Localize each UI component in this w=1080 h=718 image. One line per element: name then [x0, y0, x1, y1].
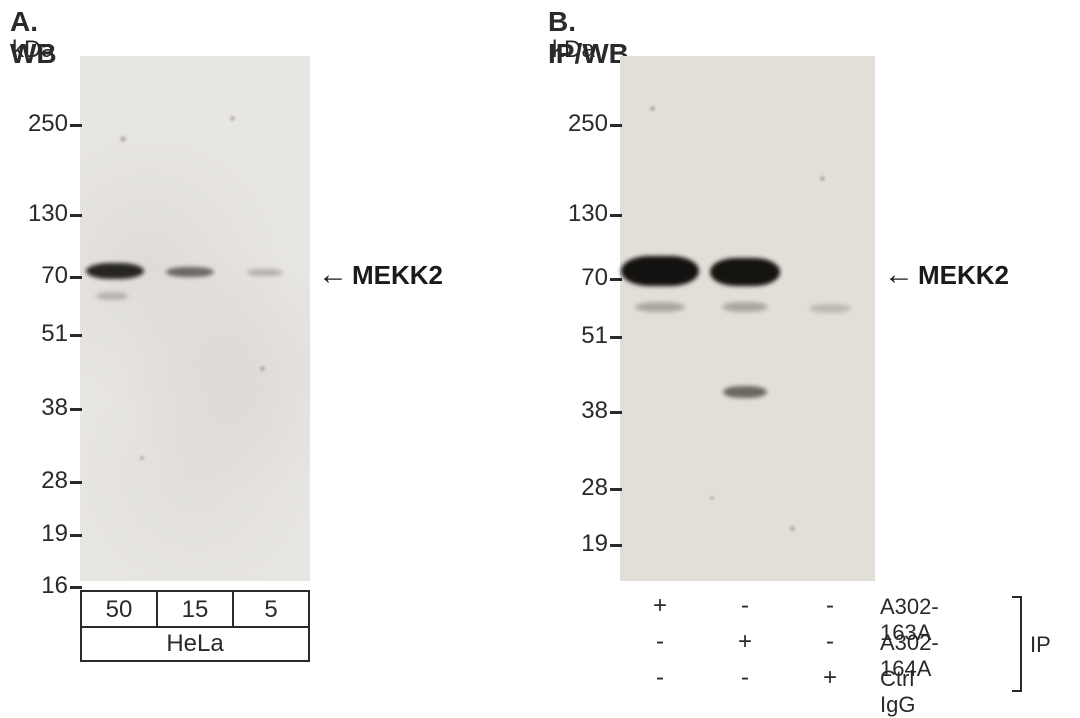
mw-label: 38 [558, 397, 608, 425]
mw-label: 19 [18, 520, 68, 548]
panel-a-kda: kDa [12, 36, 55, 64]
band-faint [96, 292, 128, 300]
mw-tick [610, 278, 622, 281]
ip-cell: - [645, 628, 675, 656]
mw-tick [70, 534, 82, 537]
mw-label: 130 [558, 200, 608, 228]
mw-label: 19 [558, 530, 608, 558]
target-text: MEKK2 [918, 260, 1009, 291]
band-mekk2-ip1 [621, 256, 699, 286]
ip-cell: + [730, 628, 760, 656]
mw-tick [610, 411, 622, 414]
panel-a-blot [80, 56, 310, 581]
ip-bracket [1012, 596, 1020, 598]
ip-bracket [1012, 690, 1020, 692]
mw-tick [70, 408, 82, 411]
target-text: MEKK2 [352, 260, 443, 291]
band-faint [722, 302, 768, 312]
lane-label: 50 [82, 596, 156, 624]
mw-label: 51 [18, 320, 68, 348]
mw-label: 130 [18, 200, 68, 228]
sample-label: HeLa [82, 630, 308, 658]
ip-cell: + [815, 664, 845, 692]
mw-tick [610, 336, 622, 339]
panel-a-target-label: ← MEKK2 [318, 258, 443, 292]
band-mekk2-lane2 [166, 267, 214, 277]
mw-label: 70 [18, 262, 68, 290]
mw-tick [70, 586, 82, 589]
mw-label: 16 [18, 572, 68, 600]
ip-bracket [1020, 596, 1022, 692]
ip-row-label: Ctrl IgG [880, 666, 915, 718]
lane-label: 15 [158, 596, 232, 624]
arrow-icon: ← [884, 258, 914, 292]
ip-cell: - [730, 664, 760, 692]
mw-label: 250 [18, 110, 68, 138]
mw-tick [70, 334, 82, 337]
band-lower [723, 386, 767, 398]
ip-cell: - [815, 628, 845, 656]
mw-tick [610, 124, 622, 127]
mw-tick [70, 481, 82, 484]
mw-label: 51 [558, 322, 608, 350]
mw-label: 28 [558, 474, 608, 502]
panel-b-blot [620, 56, 875, 581]
band-faint [809, 304, 851, 313]
band-mekk2-lane3 [247, 269, 283, 276]
lane-box-bot [80, 660, 310, 662]
mw-label: 70 [558, 264, 608, 292]
ip-label: IP [1030, 632, 1051, 658]
mw-tick [610, 544, 622, 547]
mw-tick [70, 276, 82, 279]
band-mekk2-ip2 [710, 258, 780, 286]
ip-cell: - [815, 592, 845, 620]
ip-cell: - [645, 664, 675, 692]
lane-divider [308, 590, 310, 660]
mw-label: 38 [18, 394, 68, 422]
mw-tick [610, 214, 622, 217]
mw-tick [610, 488, 622, 491]
mw-label: 28 [18, 467, 68, 495]
mw-tick [70, 214, 82, 217]
band-mekk2-lane1 [86, 263, 144, 279]
panel-b-kda: kDa [552, 36, 595, 64]
band-faint [635, 302, 685, 312]
mw-label: 250 [558, 110, 608, 138]
lane-box-mid [80, 626, 310, 628]
ip-cell: + [645, 592, 675, 620]
arrow-icon: ← [318, 258, 348, 292]
lane-label: 5 [234, 596, 308, 624]
lane-box-top [80, 590, 310, 592]
ip-cell: - [730, 592, 760, 620]
panel-b-target-label: ← MEKK2 [884, 258, 1009, 292]
mw-tick [70, 124, 82, 127]
